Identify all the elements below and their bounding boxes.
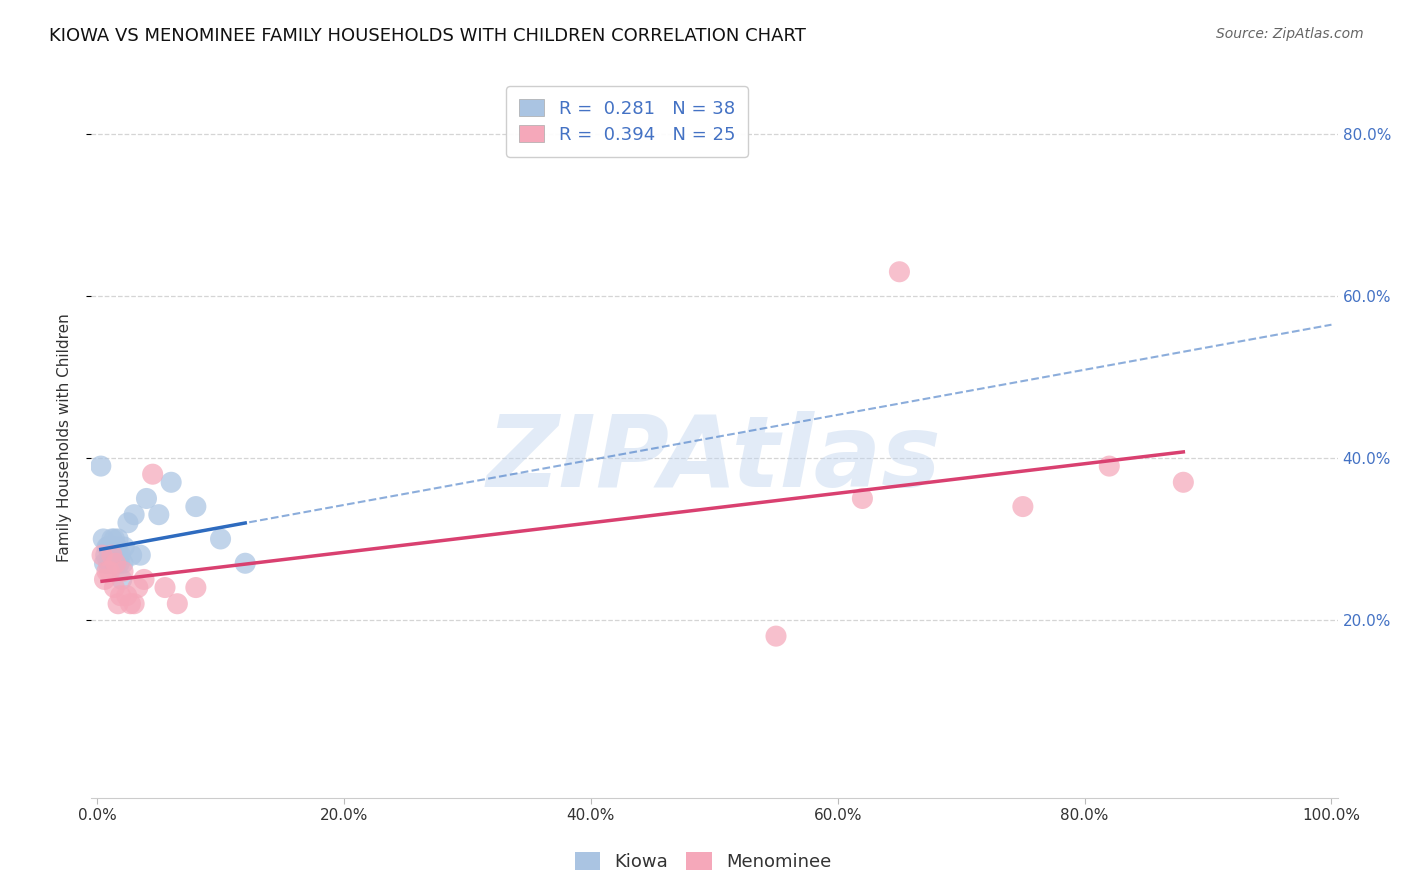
Text: KIOWA VS MENOMINEE FAMILY HOUSEHOLDS WITH CHILDREN CORRELATION CHART: KIOWA VS MENOMINEE FAMILY HOUSEHOLDS WIT… (49, 27, 806, 45)
Point (91, 532, 114, 546)
Point (105, 556, 128, 570)
Point (91, 548, 114, 562)
Point (101, 540, 124, 554)
Legend: Kiowa, Menominee: Kiowa, Menominee (568, 846, 838, 879)
Point (122, 508, 145, 522)
Point (115, 589, 138, 603)
Point (107, 597, 129, 611)
Point (97, 556, 120, 570)
Point (96, 540, 118, 554)
Point (132, 573, 155, 587)
Point (1098, 459, 1121, 474)
Point (101, 532, 124, 546)
Point (105, 540, 128, 554)
Point (233, 556, 256, 570)
Point (111, 573, 134, 587)
Point (96, 565, 118, 579)
Point (104, 556, 127, 570)
Point (127, 581, 149, 595)
Point (103, 548, 125, 562)
Point (100, 556, 122, 570)
Point (129, 548, 152, 562)
Point (1012, 500, 1035, 514)
Point (148, 508, 170, 522)
Point (765, 629, 787, 643)
Point (100, 540, 122, 554)
Point (103, 532, 125, 546)
Point (121, 548, 143, 562)
Point (117, 516, 139, 530)
Y-axis label: Family Households with Children: Family Households with Children (58, 313, 72, 562)
Point (110, 589, 132, 603)
Point (851, 491, 873, 506)
Point (101, 548, 124, 562)
Legend: R =  0.281   N = 38, R =  0.394   N = 25: R = 0.281 N = 38, R = 0.394 N = 25 (506, 87, 748, 157)
Point (104, 556, 127, 570)
Point (108, 556, 131, 570)
Point (1173, 475, 1195, 490)
Point (153, 581, 176, 595)
Point (142, 467, 165, 482)
Point (209, 532, 232, 546)
Point (120, 597, 142, 611)
Point (184, 581, 207, 595)
Text: ZIPAtlas: ZIPAtlas (486, 411, 942, 508)
Point (107, 548, 129, 562)
Point (160, 475, 183, 490)
Point (98, 565, 121, 579)
Point (111, 565, 134, 579)
Point (103, 581, 125, 595)
Point (101, 556, 124, 570)
Point (110, 548, 132, 562)
Point (97, 540, 120, 554)
Point (889, 265, 911, 279)
Text: Source: ZipAtlas.com: Source: ZipAtlas.com (1216, 27, 1364, 41)
Point (104, 548, 127, 562)
Point (122, 597, 145, 611)
Point (98, 548, 121, 562)
Point (166, 597, 188, 611)
Point (184, 500, 207, 514)
Point (93, 573, 115, 587)
Point (94, 548, 117, 562)
Point (98, 556, 121, 570)
Point (90, 459, 112, 474)
Point (112, 540, 135, 554)
Point (107, 532, 129, 546)
Point (93, 556, 115, 570)
Point (111, 556, 134, 570)
Point (135, 491, 157, 506)
Point (101, 548, 124, 562)
